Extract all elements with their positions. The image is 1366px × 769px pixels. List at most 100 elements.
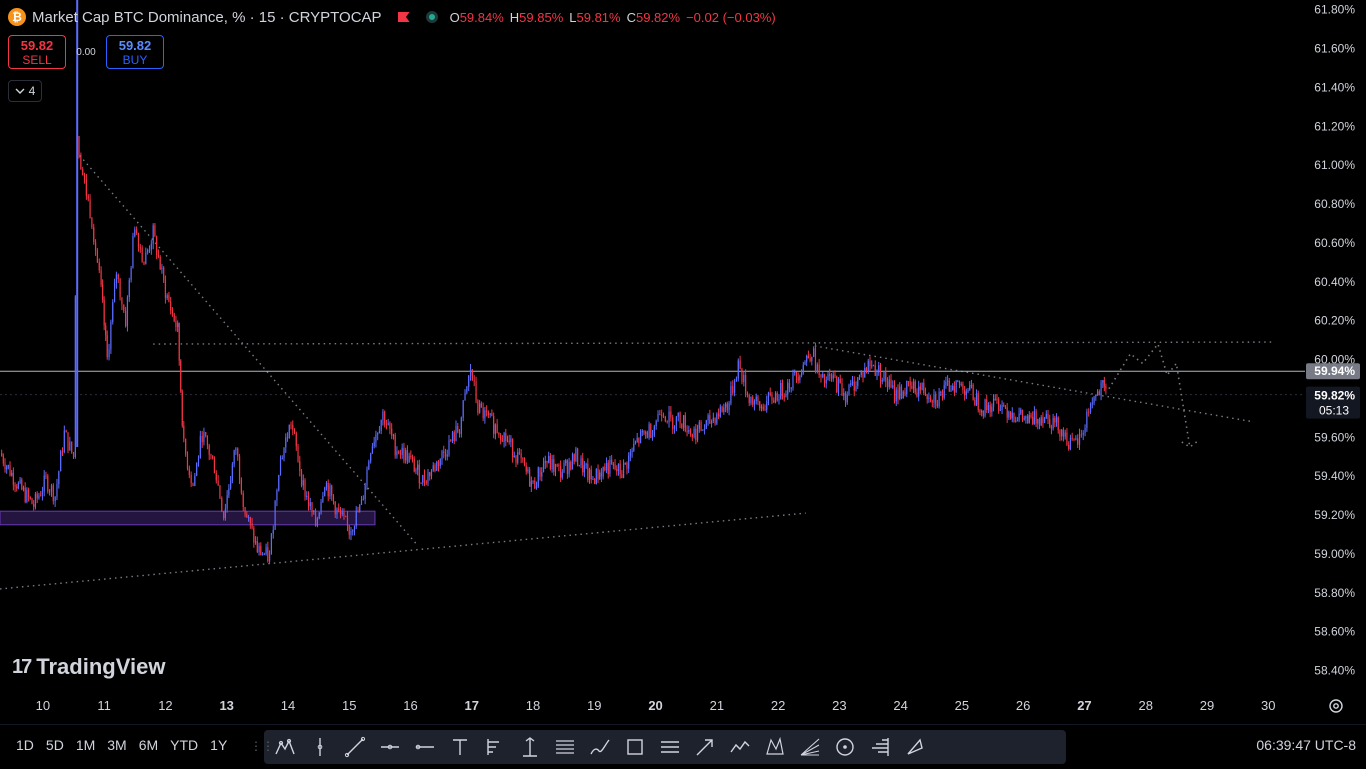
candle-body	[933, 394, 935, 403]
candle-body	[865, 368, 868, 371]
candle-body	[429, 472, 431, 477]
long-position-tool-button[interactable]	[480, 732, 510, 762]
candle-body	[594, 479, 596, 484]
candle-body	[926, 395, 928, 400]
rectangle-icon	[627, 739, 643, 755]
candle-body	[80, 154, 82, 170]
candle-body	[787, 382, 789, 395]
candle-body	[145, 252, 147, 265]
range-3m[interactable]: 3M	[107, 737, 127, 753]
candle-body	[695, 428, 697, 441]
candle-body	[244, 507, 246, 515]
horizontal-ray-tool-button[interactable]	[375, 732, 405, 762]
candle-body	[471, 369, 473, 381]
candle-body	[794, 371, 796, 374]
x-tick-label: 19	[587, 698, 601, 713]
symbol-legend[interactable]: ₿ Market Cap BTC Dominance, % · 15 · CRY…	[8, 6, 776, 28]
sell-button[interactable]: 59.82 SELL	[8, 35, 66, 69]
path-tool-button[interactable]	[725, 732, 755, 762]
tradingview-logo[interactable]: 17 TradingView	[12, 654, 165, 680]
volume-profile-tool-button[interactable]	[865, 732, 895, 762]
candle-body	[709, 415, 711, 424]
candle-body	[265, 547, 267, 555]
candle-body	[950, 390, 952, 392]
candle-body	[469, 369, 472, 376]
candle-body	[876, 372, 878, 376]
candle-body	[398, 451, 400, 454]
trend-line-tool-button[interactable]	[340, 732, 370, 762]
candle-body	[446, 454, 448, 457]
candle-body	[1062, 429, 1065, 437]
arrow-marker-tool-button[interactable]	[900, 732, 930, 762]
candle-body	[650, 424, 652, 438]
trade-buttons: 59.82 SELL 0.00 59.82 BUY	[8, 35, 164, 69]
candle-body	[748, 395, 750, 404]
candle-body	[247, 517, 250, 519]
candle-body	[394, 434, 396, 456]
price-range-tool-button[interactable]	[515, 732, 545, 762]
candle-body	[201, 435, 203, 443]
candle-body	[290, 424, 292, 426]
candle-body	[143, 261, 145, 265]
candle-body	[1091, 402, 1093, 404]
buy-button[interactable]: 59.82 BUY	[106, 35, 164, 69]
range-1m[interactable]: 1M	[75, 737, 96, 753]
candle-body	[353, 526, 356, 531]
range-1y[interactable]: 1Y	[210, 737, 228, 753]
candle-body	[624, 462, 626, 464]
gear-icon[interactable]	[1329, 699, 1343, 713]
flag-icon[interactable]	[397, 12, 410, 22]
candle-body	[1075, 438, 1077, 440]
candle-body	[522, 457, 524, 459]
candle-body	[799, 375, 801, 381]
candle-body	[981, 410, 983, 413]
price-chart[interactable]: 61.80% 61.60% 61.40% 61.20% 61.00% 60.80% 60.6…	[0, 0, 1366, 720]
candle-body	[391, 428, 393, 436]
pattern-tool-button[interactable]	[270, 732, 300, 762]
candle-body	[1026, 416, 1029, 424]
market-status-icon[interactable]	[425, 11, 438, 23]
candle-body	[180, 360, 182, 392]
candle-body	[1055, 417, 1058, 423]
candle-body	[776, 393, 778, 401]
candle-body	[392, 434, 395, 436]
candle-body	[1073, 438, 1075, 440]
horizontal-line-tool-button[interactable]	[410, 732, 440, 762]
gann-fan-tool-button[interactable]	[795, 732, 825, 762]
candle-body	[686, 430, 688, 433]
drag-handle-icon[interactable]: ⋮⋮	[250, 739, 274, 753]
candle-body	[1100, 382, 1102, 396]
candle-body	[707, 415, 709, 421]
fib-retracement-tool-button[interactable]	[550, 732, 580, 762]
range-6m[interactable]: 6M	[138, 737, 159, 753]
candle-body	[1028, 414, 1030, 424]
circle-tool-button[interactable]	[830, 732, 860, 762]
candle-body	[816, 364, 818, 371]
range-5d[interactable]: 5D	[45, 737, 64, 753]
candle-body	[542, 463, 545, 472]
symbol-title[interactable]: Market Cap BTC Dominance, % · 15 · CRYPT…	[32, 8, 382, 26]
candle-body	[857, 377, 859, 386]
text-tool-button[interactable]	[445, 732, 475, 762]
candle-body	[1015, 420, 1017, 422]
range-1d[interactable]: 1D	[16, 737, 34, 753]
candle-body	[655, 421, 657, 427]
vertical-line-tool-button[interactable]	[305, 732, 335, 762]
arrow-tool-button[interactable]	[690, 732, 720, 762]
candle-body	[999, 409, 1001, 411]
xabcd-pattern-tool-button[interactable]	[760, 732, 790, 762]
candle-body	[904, 391, 906, 395]
gann-fan-icon	[800, 738, 820, 756]
brush-tool-button[interactable]	[585, 732, 615, 762]
candle-body	[168, 295, 170, 302]
parallel-channel-tool-button[interactable]	[655, 732, 685, 762]
y-tick-label: 59.60%	[1314, 430, 1355, 444]
candle-body	[380, 420, 382, 431]
indicators-toggle[interactable]: 4	[8, 80, 42, 102]
candle-body	[677, 412, 679, 417]
range-ytd[interactable]: YTD	[170, 737, 199, 753]
candle-body	[154, 225, 156, 237]
clock[interactable]: 06:39:47 UTC-8	[1256, 737, 1356, 753]
rectangle-tool-button[interactable]	[620, 732, 650, 762]
candle-body	[860, 371, 862, 375]
